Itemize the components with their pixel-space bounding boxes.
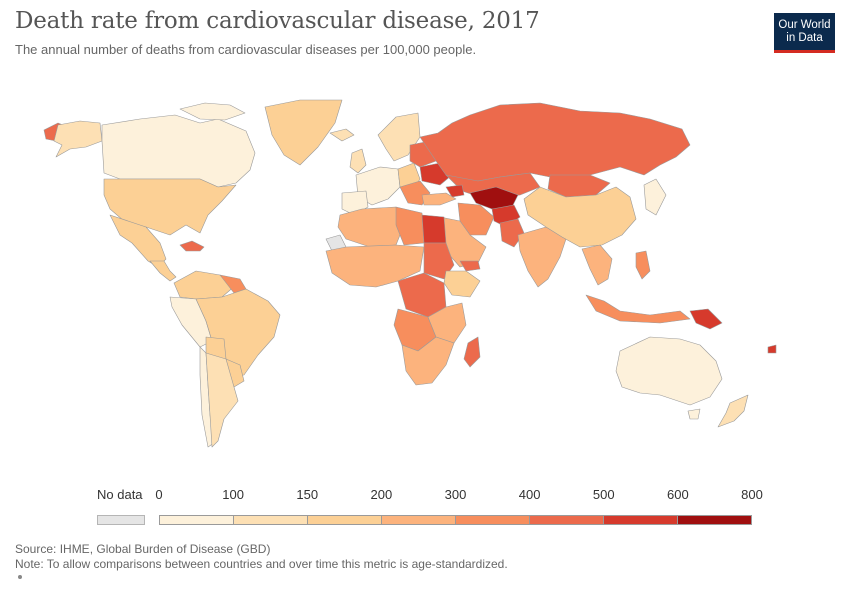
slider-dot-icon[interactable] <box>18 575 22 579</box>
region-libya[interactable] <box>395 206 425 246</box>
region-madagascar[interactable] <box>463 336 481 368</box>
region-tasmania[interactable] <box>687 408 701 420</box>
legend-bin-5[interactable] <box>530 516 604 524</box>
region-alaska-west[interactable] <box>53 120 103 158</box>
legend-tick-label: 0 <box>155 487 163 502</box>
region-new-zealand[interactable] <box>717 394 749 428</box>
chart-subtitle: The annual number of deaths from cardiov… <box>15 42 477 57</box>
region-southeast-asia[interactable] <box>581 244 613 286</box>
region-sahel-west-africa[interactable] <box>325 244 425 288</box>
region-southern-africa[interactable] <box>401 336 455 386</box>
region-uk-ireland[interactable] <box>349 148 367 174</box>
region-central-america[interactable] <box>149 260 177 282</box>
legend-no-data-swatch <box>97 515 145 525</box>
region-egypt[interactable] <box>421 214 447 244</box>
legend-bin-6[interactable] <box>604 516 678 524</box>
region-iceland[interactable] <box>329 128 355 142</box>
region-caribbean[interactable] <box>179 240 205 252</box>
region-australia[interactable] <box>615 336 723 406</box>
region-greenland[interactable] <box>264 99 343 166</box>
region-pacific-islands[interactable] <box>767 344 777 354</box>
legend-tick-label: 800 <box>741 487 763 502</box>
legend-bin-1[interactable] <box>234 516 308 524</box>
region-yemen[interactable] <box>459 260 481 272</box>
legend-tick-label: 400 <box>518 487 541 502</box>
region-colombia-venezuela[interactable] <box>173 270 237 300</box>
region-arctic-islands[interactable] <box>179 102 246 121</box>
legend-bin-2[interactable] <box>308 516 382 524</box>
source-text: Source: IHME, Global Burden of Disease (… <box>15 542 271 556</box>
region-turkey[interactable] <box>421 192 457 206</box>
chart-title: Death rate from cardiovascular disease, … <box>15 8 540 34</box>
region-horn-of-africa[interactable] <box>443 270 481 298</box>
region-philippines[interactable] <box>635 250 651 280</box>
legend-tick-label: 600 <box>667 487 689 502</box>
region-morocco-algeria[interactable] <box>337 206 405 248</box>
region-usa[interactable] <box>103 178 237 236</box>
legend-tick-label: 200 <box>370 487 393 502</box>
world-map <box>43 99 777 448</box>
region-russia[interactable] <box>419 102 691 186</box>
legend-bin-3[interactable] <box>382 516 456 524</box>
region-central-africa[interactable] <box>397 272 447 318</box>
region-indonesia[interactable] <box>585 294 691 324</box>
region-canada[interactable] <box>101 114 256 188</box>
region-india[interactable] <box>517 226 567 288</box>
legend-no-data-label: No data <box>97 487 143 502</box>
note-text: Note: To allow comparisons between count… <box>15 557 508 571</box>
region-papua-new-guinea[interactable] <box>689 308 723 330</box>
owid-logo[interactable]: Our World in Data <box>774 13 835 53</box>
region-argentina[interactable] <box>205 352 239 448</box>
footer: Source: IHME, Global Burden of Disease (… <box>15 542 508 572</box>
region-korea-japan[interactable] <box>643 178 667 216</box>
region-china[interactable] <box>523 186 637 248</box>
legend-bin-7[interactable] <box>678 516 751 524</box>
logo-line-2: in Data <box>786 31 823 44</box>
legend-bin-4[interactable] <box>456 516 530 524</box>
logo-line-1: Our World <box>778 18 831 31</box>
legend: No data 0 100 150 200 300 400 500 600 800 <box>0 482 850 532</box>
legend-tick-label: 500 <box>592 487 615 502</box>
legend-tick-label: 150 <box>296 487 319 502</box>
legend-tick-label: 300 <box>444 487 467 502</box>
region-caucasus[interactable] <box>445 184 465 198</box>
legend-color-scale <box>159 515 752 525</box>
legend-tick-label: 100 <box>222 487 244 502</box>
legend-bin-0[interactable] <box>160 516 234 524</box>
